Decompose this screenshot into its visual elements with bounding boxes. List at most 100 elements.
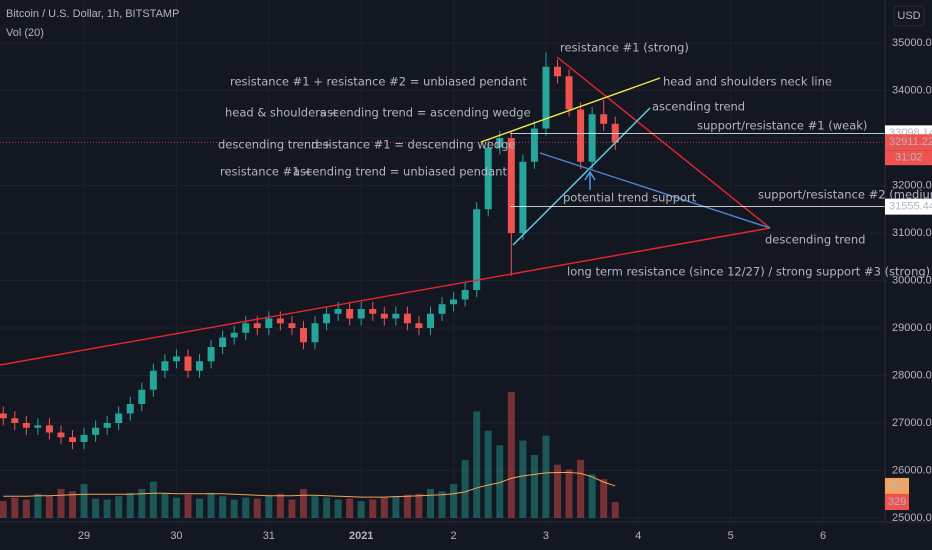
volume-bar <box>519 440 527 518</box>
volume-bar <box>196 498 204 518</box>
annotation: resistance #1 (strong) <box>560 41 689 55</box>
volume-bar <box>299 488 307 518</box>
candle-body <box>69 437 77 442</box>
x-tick-label: 4 <box>635 530 641 542</box>
candle-body <box>161 361 169 371</box>
candles <box>0 52 619 450</box>
volume-bar <box>161 493 169 518</box>
candle-body <box>334 309 342 314</box>
volume-bar <box>426 488 434 518</box>
candle-body <box>80 434 88 442</box>
candle-body <box>219 337 227 347</box>
x-tick-label: 3 <box>543 530 549 542</box>
volume-bar <box>149 481 157 518</box>
candle-body <box>357 309 365 319</box>
volume-bar <box>265 496 273 518</box>
trendline <box>0 227 771 366</box>
candle-body <box>299 328 307 343</box>
volume-bar <box>45 496 53 518</box>
annotation: resistance #1 = descending wedge <box>311 138 515 152</box>
annotation: descending trend <box>765 233 865 247</box>
annotation: descending trend + <box>218 138 332 152</box>
annotation: long term resistance (since 12/27) / str… <box>567 265 930 279</box>
countdown-badge <box>885 150 932 166</box>
candle-body <box>403 313 411 324</box>
indicator-title: Vol (20) <box>6 27 44 39</box>
candle-body <box>0 413 7 419</box>
candle-body <box>496 138 504 148</box>
currency[interactable]: USD <box>897 10 920 22</box>
volume-bar <box>242 497 250 518</box>
volume-bar <box>253 498 261 518</box>
arrow-head <box>584 170 596 181</box>
candle-body <box>380 313 388 319</box>
volume-bar <box>57 488 65 518</box>
candle-body <box>126 404 134 414</box>
y-tick-label: 27000.00 <box>892 417 932 429</box>
symbol-title: Bitcoin / U.S. Dollar, 1h, BITSTAMP <box>6 8 179 20</box>
volume-bar <box>11 497 19 518</box>
candle-body <box>461 290 469 300</box>
candle-body <box>57 432 65 438</box>
candle-body <box>184 356 192 371</box>
volume-bar <box>103 499 111 518</box>
candle-body <box>415 323 423 328</box>
candle-body <box>565 76 573 110</box>
volume-bar <box>484 430 492 518</box>
volume-bar <box>311 496 319 518</box>
currency-button[interactable] <box>893 5 925 27</box>
candle-body <box>507 138 515 233</box>
x-tick-label: 6 <box>820 530 826 542</box>
price-badge-label: 31555.44 <box>889 201 932 213</box>
y-tick-label: 25000.00 <box>892 512 932 524</box>
annotation: support/resistance #1 (weak) <box>697 119 867 133</box>
candle-body <box>149 370 157 390</box>
annotation: ascending trend = ascending wedge <box>320 106 531 120</box>
candle-body <box>577 109 585 162</box>
x-tick-label: 31 <box>263 530 275 542</box>
volume-bar <box>577 459 585 518</box>
volume-bar <box>92 498 100 518</box>
annotation: head and shoulders neck line <box>663 75 832 89</box>
volume-bar <box>172 497 180 518</box>
volume-bar <box>369 499 377 518</box>
volume-bar <box>554 464 562 518</box>
candle-body <box>450 299 458 305</box>
price-badge-label: 32911.22 <box>889 136 932 148</box>
y-tick-label: 29000.00 <box>892 322 932 334</box>
y-tick-label: 31000.00 <box>892 227 932 239</box>
annotation: resistance #1 + <box>220 165 313 179</box>
volume-badge-label: 661 <box>888 480 906 492</box>
volume-bar <box>611 502 619 518</box>
annotation: support/resistance #2 (medium) <box>758 188 932 202</box>
price-levels <box>0 132 885 208</box>
candle-body <box>276 318 284 324</box>
y-tick-label: 34000.00 <box>892 84 932 96</box>
volume-bar <box>346 498 354 518</box>
y-tick-label: 28000.00 <box>892 369 932 381</box>
price-badge <box>885 134 932 151</box>
volume-bar <box>0 501 7 518</box>
volume-bar <box>438 491 446 518</box>
candle-body <box>265 318 273 328</box>
volume-bar <box>473 411 481 518</box>
candle-body <box>242 323 250 333</box>
volume-bar <box>288 499 296 518</box>
y-tick-label: 32000.00 <box>892 179 932 191</box>
drawings <box>0 56 771 366</box>
trendline <box>539 152 771 229</box>
volume-bar <box>34 493 42 518</box>
volume-bar <box>542 435 550 518</box>
candle-body <box>230 332 238 338</box>
candle-body <box>530 128 538 162</box>
annotation: ascending trend = unbiased pendant <box>293 165 507 179</box>
annotation: head & shoulders + <box>225 106 339 120</box>
volume-bar <box>69 491 77 518</box>
volume-bar <box>403 494 411 518</box>
candle-body <box>554 66 562 77</box>
volume-badge-label: 329 <box>888 496 906 508</box>
candle-body <box>172 356 180 362</box>
trendline <box>480 77 661 143</box>
candle-body <box>288 323 296 328</box>
